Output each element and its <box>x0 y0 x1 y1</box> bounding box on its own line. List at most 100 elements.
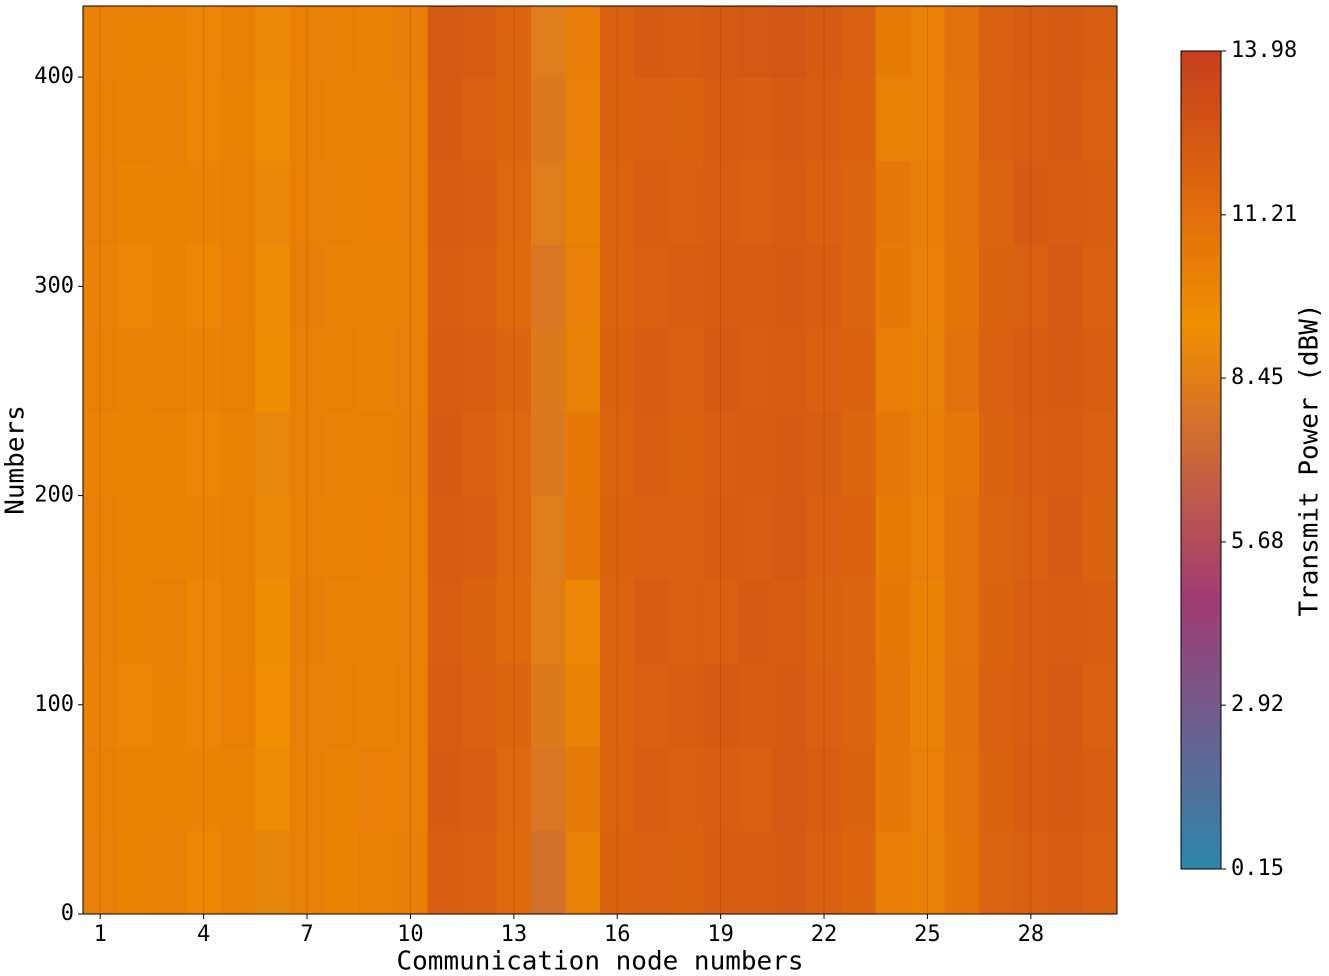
heatmap-cell <box>186 244 222 329</box>
y-tick-label: 0 <box>61 901 74 926</box>
heatmap-cell <box>324 662 360 748</box>
x-tick-label: 1 <box>94 922 107 947</box>
heatmap-cell <box>220 77 256 162</box>
heatmap-cell <box>496 830 532 915</box>
heatmap-cell <box>634 6 670 78</box>
heatmap-cell <box>462 244 498 329</box>
heatmap-cell <box>151 495 187 580</box>
heatmap-cell <box>668 830 704 915</box>
heatmap-cell <box>772 579 808 664</box>
heatmap-cell <box>737 160 773 246</box>
heatmap-cell <box>393 77 429 162</box>
heatmap-cell <box>944 579 980 664</box>
heatmap-cell <box>151 662 187 748</box>
heatmap-cell <box>1048 579 1084 664</box>
heatmap-cell <box>220 328 256 413</box>
heatmap-cell <box>151 830 187 915</box>
heatmap-cell <box>462 579 498 664</box>
x-tick-label: 22 <box>811 922 838 947</box>
heatmap-cell <box>1013 160 1049 246</box>
heatmap-cell <box>83 495 118 580</box>
heatmap-cell <box>324 77 360 162</box>
colorbar-tick-label: 8.45 <box>1231 365 1284 390</box>
heatmap-cell <box>806 411 842 497</box>
heatmap-cell <box>496 244 532 329</box>
heatmap-cell <box>772 77 808 162</box>
heatmap-cell <box>841 411 877 497</box>
heatmap-cell <box>186 328 222 413</box>
heatmap-cell <box>634 411 670 497</box>
heatmap-cell <box>117 411 153 497</box>
heatmap-cell <box>600 830 635 915</box>
heatmap-cell <box>427 495 463 580</box>
heatmap-cell <box>979 244 1015 329</box>
heatmap-cell <box>944 160 980 246</box>
heatmap-cell <box>358 495 394 580</box>
heatmap-cell <box>634 244 670 329</box>
heatmap-cell <box>1048 411 1084 497</box>
heatmap-cell <box>531 6 567 78</box>
heatmap-cell <box>703 579 739 664</box>
heatmap-cell <box>772 830 808 915</box>
heatmap-cell <box>1082 411 1118 497</box>
heatmap-cell <box>427 6 463 78</box>
heatmap-cell <box>427 244 463 329</box>
heatmap-cell <box>496 160 532 246</box>
heatmap-cell <box>289 244 325 329</box>
heatmap-cell <box>83 579 118 664</box>
heatmap-cell <box>117 662 153 748</box>
heatmap-cell <box>427 77 463 162</box>
heatmap-cell <box>806 160 842 246</box>
heatmap-cell <box>979 662 1015 748</box>
heatmap-cell <box>565 6 601 78</box>
heatmap-cell <box>875 579 911 664</box>
heatmap-cell <box>83 77 118 162</box>
heatmap-cell <box>703 495 739 580</box>
heatmap-cell <box>358 77 394 162</box>
heatmap-cell <box>703 160 739 246</box>
heatmap-cell <box>496 579 532 664</box>
heatmap-cell <box>496 746 532 831</box>
colorbar-tick-label: 11.21 <box>1231 202 1297 227</box>
heatmap-cell <box>1048 662 1084 748</box>
heatmap-cell <box>944 244 980 329</box>
heatmap-cell <box>324 411 360 497</box>
heatmap-cell <box>220 6 256 78</box>
heatmap-cell <box>531 160 567 246</box>
heatmap-cell <box>151 411 187 497</box>
heatmap-cell <box>531 662 567 748</box>
heatmap-cell <box>841 830 877 915</box>
heatmap-cell <box>496 411 532 497</box>
plot-frame <box>82 5 1118 915</box>
heatmap-cell <box>910 662 946 748</box>
heatmap-cell <box>427 746 463 831</box>
heatmap-cell <box>737 495 773 580</box>
heatmap-cell <box>393 160 429 246</box>
heatmap-cell <box>668 746 704 831</box>
x-tick-label: 4 <box>197 922 210 947</box>
heatmap-cell <box>600 411 635 497</box>
heatmap-cell <box>255 244 291 329</box>
heatmap-cell <box>83 830 118 915</box>
heatmap-cell <box>841 662 877 748</box>
heatmap-cell <box>806 77 842 162</box>
heatmap-cell <box>1082 579 1118 664</box>
heatmap-cell <box>1048 746 1084 831</box>
heatmap-cell <box>531 77 567 162</box>
heatmap-cell <box>324 495 360 580</box>
heatmap-cell <box>565 579 601 664</box>
heatmap-cell <box>186 411 222 497</box>
heatmap-cell <box>737 579 773 664</box>
heatmap-cell <box>186 662 222 748</box>
heatmap-cell <box>324 6 360 78</box>
heatmap-cell <box>393 746 429 831</box>
heatmap-cell <box>1048 77 1084 162</box>
heatmap-cell <box>117 160 153 246</box>
heatmap-cell <box>875 244 911 329</box>
heatmap-cell <box>979 77 1015 162</box>
heatmap-cell <box>600 328 635 413</box>
heatmap-cell <box>944 77 980 162</box>
heatmap-cell <box>220 160 256 246</box>
heatmap-cell <box>531 244 567 329</box>
